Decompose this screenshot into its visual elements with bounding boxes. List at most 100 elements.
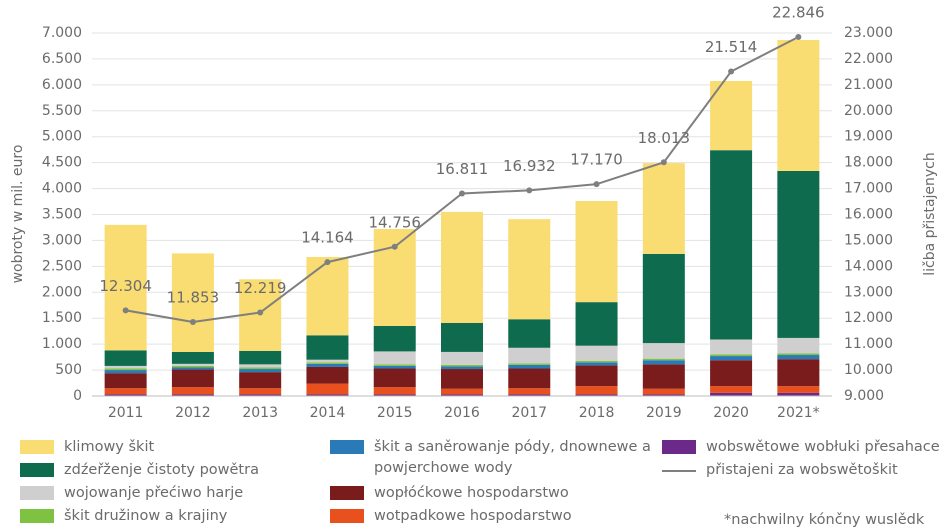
bar-segment bbox=[306, 335, 349, 360]
bar-segment bbox=[441, 322, 483, 352]
bar-segment bbox=[508, 219, 551, 320]
y-tick-label: 500 bbox=[55, 362, 82, 378]
legend-label: přistajeni za wobswětoškit bbox=[706, 462, 898, 478]
bar-segment bbox=[239, 388, 282, 395]
bar-segment bbox=[575, 362, 618, 366]
bar-segment bbox=[239, 369, 282, 373]
bar-segment bbox=[508, 388, 551, 395]
x-tick-label: 2018 bbox=[579, 405, 615, 421]
bar-segment bbox=[306, 359, 349, 363]
y2-tick-label: 22.000 bbox=[844, 51, 893, 67]
bar-segment bbox=[239, 367, 282, 370]
bar-segment bbox=[104, 365, 147, 369]
y2-axis-label: ličba přistajenych bbox=[922, 152, 938, 276]
x-tick-label: 2019 bbox=[646, 405, 682, 421]
x-tick-label: 2020 bbox=[713, 405, 749, 421]
bar-segment bbox=[710, 386, 753, 393]
bar-segment bbox=[239, 372, 282, 389]
y-tick-label: 4.000 bbox=[42, 181, 82, 197]
bar-segment bbox=[508, 394, 551, 396]
legend-label: škit a saněrowanje pódy, dnownewe a powj… bbox=[374, 439, 651, 476]
bar-segment bbox=[441, 394, 483, 396]
bar-segment bbox=[710, 356, 753, 361]
legend-label: klimowy škit bbox=[64, 439, 155, 455]
legend-item: wojowanje přećiwo harje bbox=[20, 483, 243, 504]
bar-segment bbox=[575, 360, 618, 363]
bar-segment bbox=[508, 347, 551, 364]
bar-segment bbox=[104, 388, 147, 395]
bar-segment bbox=[642, 388, 685, 395]
legend-label: wotpadkowe hospodarstwo bbox=[374, 508, 572, 524]
legend-swatch bbox=[330, 509, 364, 523]
y-tick-label: 1.000 bbox=[42, 336, 82, 352]
bar-segment bbox=[104, 373, 147, 389]
bar-segment bbox=[710, 339, 753, 355]
data-label: 22.846 bbox=[772, 3, 825, 21]
y-tick-label: 6.000 bbox=[42, 77, 82, 93]
bar-segment bbox=[777, 170, 820, 338]
bar-segment bbox=[104, 368, 147, 371]
bar-segment bbox=[373, 387, 416, 395]
y-tick-label: 4.500 bbox=[42, 155, 82, 171]
y2-tick-label: 21.000 bbox=[844, 77, 893, 93]
bar-segment bbox=[710, 392, 753, 396]
x-tick-label: 2012 bbox=[175, 405, 211, 421]
bar-segment bbox=[373, 368, 416, 388]
y-tick-label: 6.500 bbox=[42, 51, 82, 67]
data-label: 18.013 bbox=[638, 129, 691, 147]
y2-tick-label: 15.000 bbox=[844, 232, 893, 248]
bar-segment bbox=[171, 351, 214, 364]
legend-label: wobswětowe wobłuki přesahace bbox=[706, 439, 940, 455]
data-label: 16.932 bbox=[503, 157, 556, 175]
bar-segment bbox=[373, 351, 416, 365]
y-tick-label: 1.500 bbox=[42, 310, 82, 326]
line-point bbox=[324, 259, 331, 266]
bar-segment bbox=[441, 364, 483, 367]
bar-segment bbox=[642, 253, 685, 344]
bar-segment bbox=[306, 257, 349, 336]
data-label: 12.304 bbox=[99, 277, 152, 295]
bar-segment bbox=[441, 211, 483, 323]
bar-segment bbox=[575, 201, 618, 303]
y-tick-label: 3.500 bbox=[42, 207, 82, 223]
bar-segment bbox=[777, 359, 820, 387]
x-tick-label: 2016 bbox=[444, 405, 480, 421]
bar-segment bbox=[508, 319, 551, 348]
line-point bbox=[257, 309, 264, 316]
y2-tick-label: 13.000 bbox=[844, 284, 893, 300]
legend-label: škit družinow a krajiny bbox=[64, 508, 228, 524]
bar-segment bbox=[104, 224, 147, 351]
y-axis-label: wobroty w mil. euro bbox=[10, 145, 26, 284]
bar-segment bbox=[441, 351, 483, 365]
line-point bbox=[526, 187, 533, 194]
y-tick-label: 2.500 bbox=[42, 258, 82, 274]
bar-segment bbox=[306, 394, 349, 396]
bar-segment bbox=[575, 386, 618, 395]
legend-swatch bbox=[662, 440, 696, 454]
line-point bbox=[189, 319, 196, 326]
y2-tick-label: 17.000 bbox=[844, 181, 893, 197]
bar-segment bbox=[171, 369, 214, 388]
bar-segment bbox=[710, 354, 753, 357]
bar-segment bbox=[373, 365, 416, 369]
bar-segment bbox=[306, 383, 349, 395]
legend-item: wopłóćkowe hospodarstwo bbox=[330, 483, 659, 504]
bar-segment bbox=[104, 394, 147, 396]
legend-swatch bbox=[20, 463, 54, 477]
x-tick-label: 2017 bbox=[511, 405, 547, 421]
data-label: 21.514 bbox=[705, 38, 758, 56]
y2-tick-label: 10.000 bbox=[844, 362, 893, 378]
line-point bbox=[391, 243, 398, 250]
line-point bbox=[459, 190, 465, 197]
bar-segment bbox=[642, 364, 685, 389]
bar-segment bbox=[777, 355, 820, 360]
bar-segment bbox=[508, 363, 551, 365]
data-label: 16.811 bbox=[436, 160, 489, 178]
line-point bbox=[660, 159, 667, 166]
bar-segment bbox=[171, 367, 214, 370]
line-point bbox=[795, 33, 802, 40]
bar-segment bbox=[306, 363, 349, 367]
y2-tick-label: 16.000 bbox=[844, 207, 893, 223]
y2-tick-label: 20.000 bbox=[844, 103, 893, 119]
